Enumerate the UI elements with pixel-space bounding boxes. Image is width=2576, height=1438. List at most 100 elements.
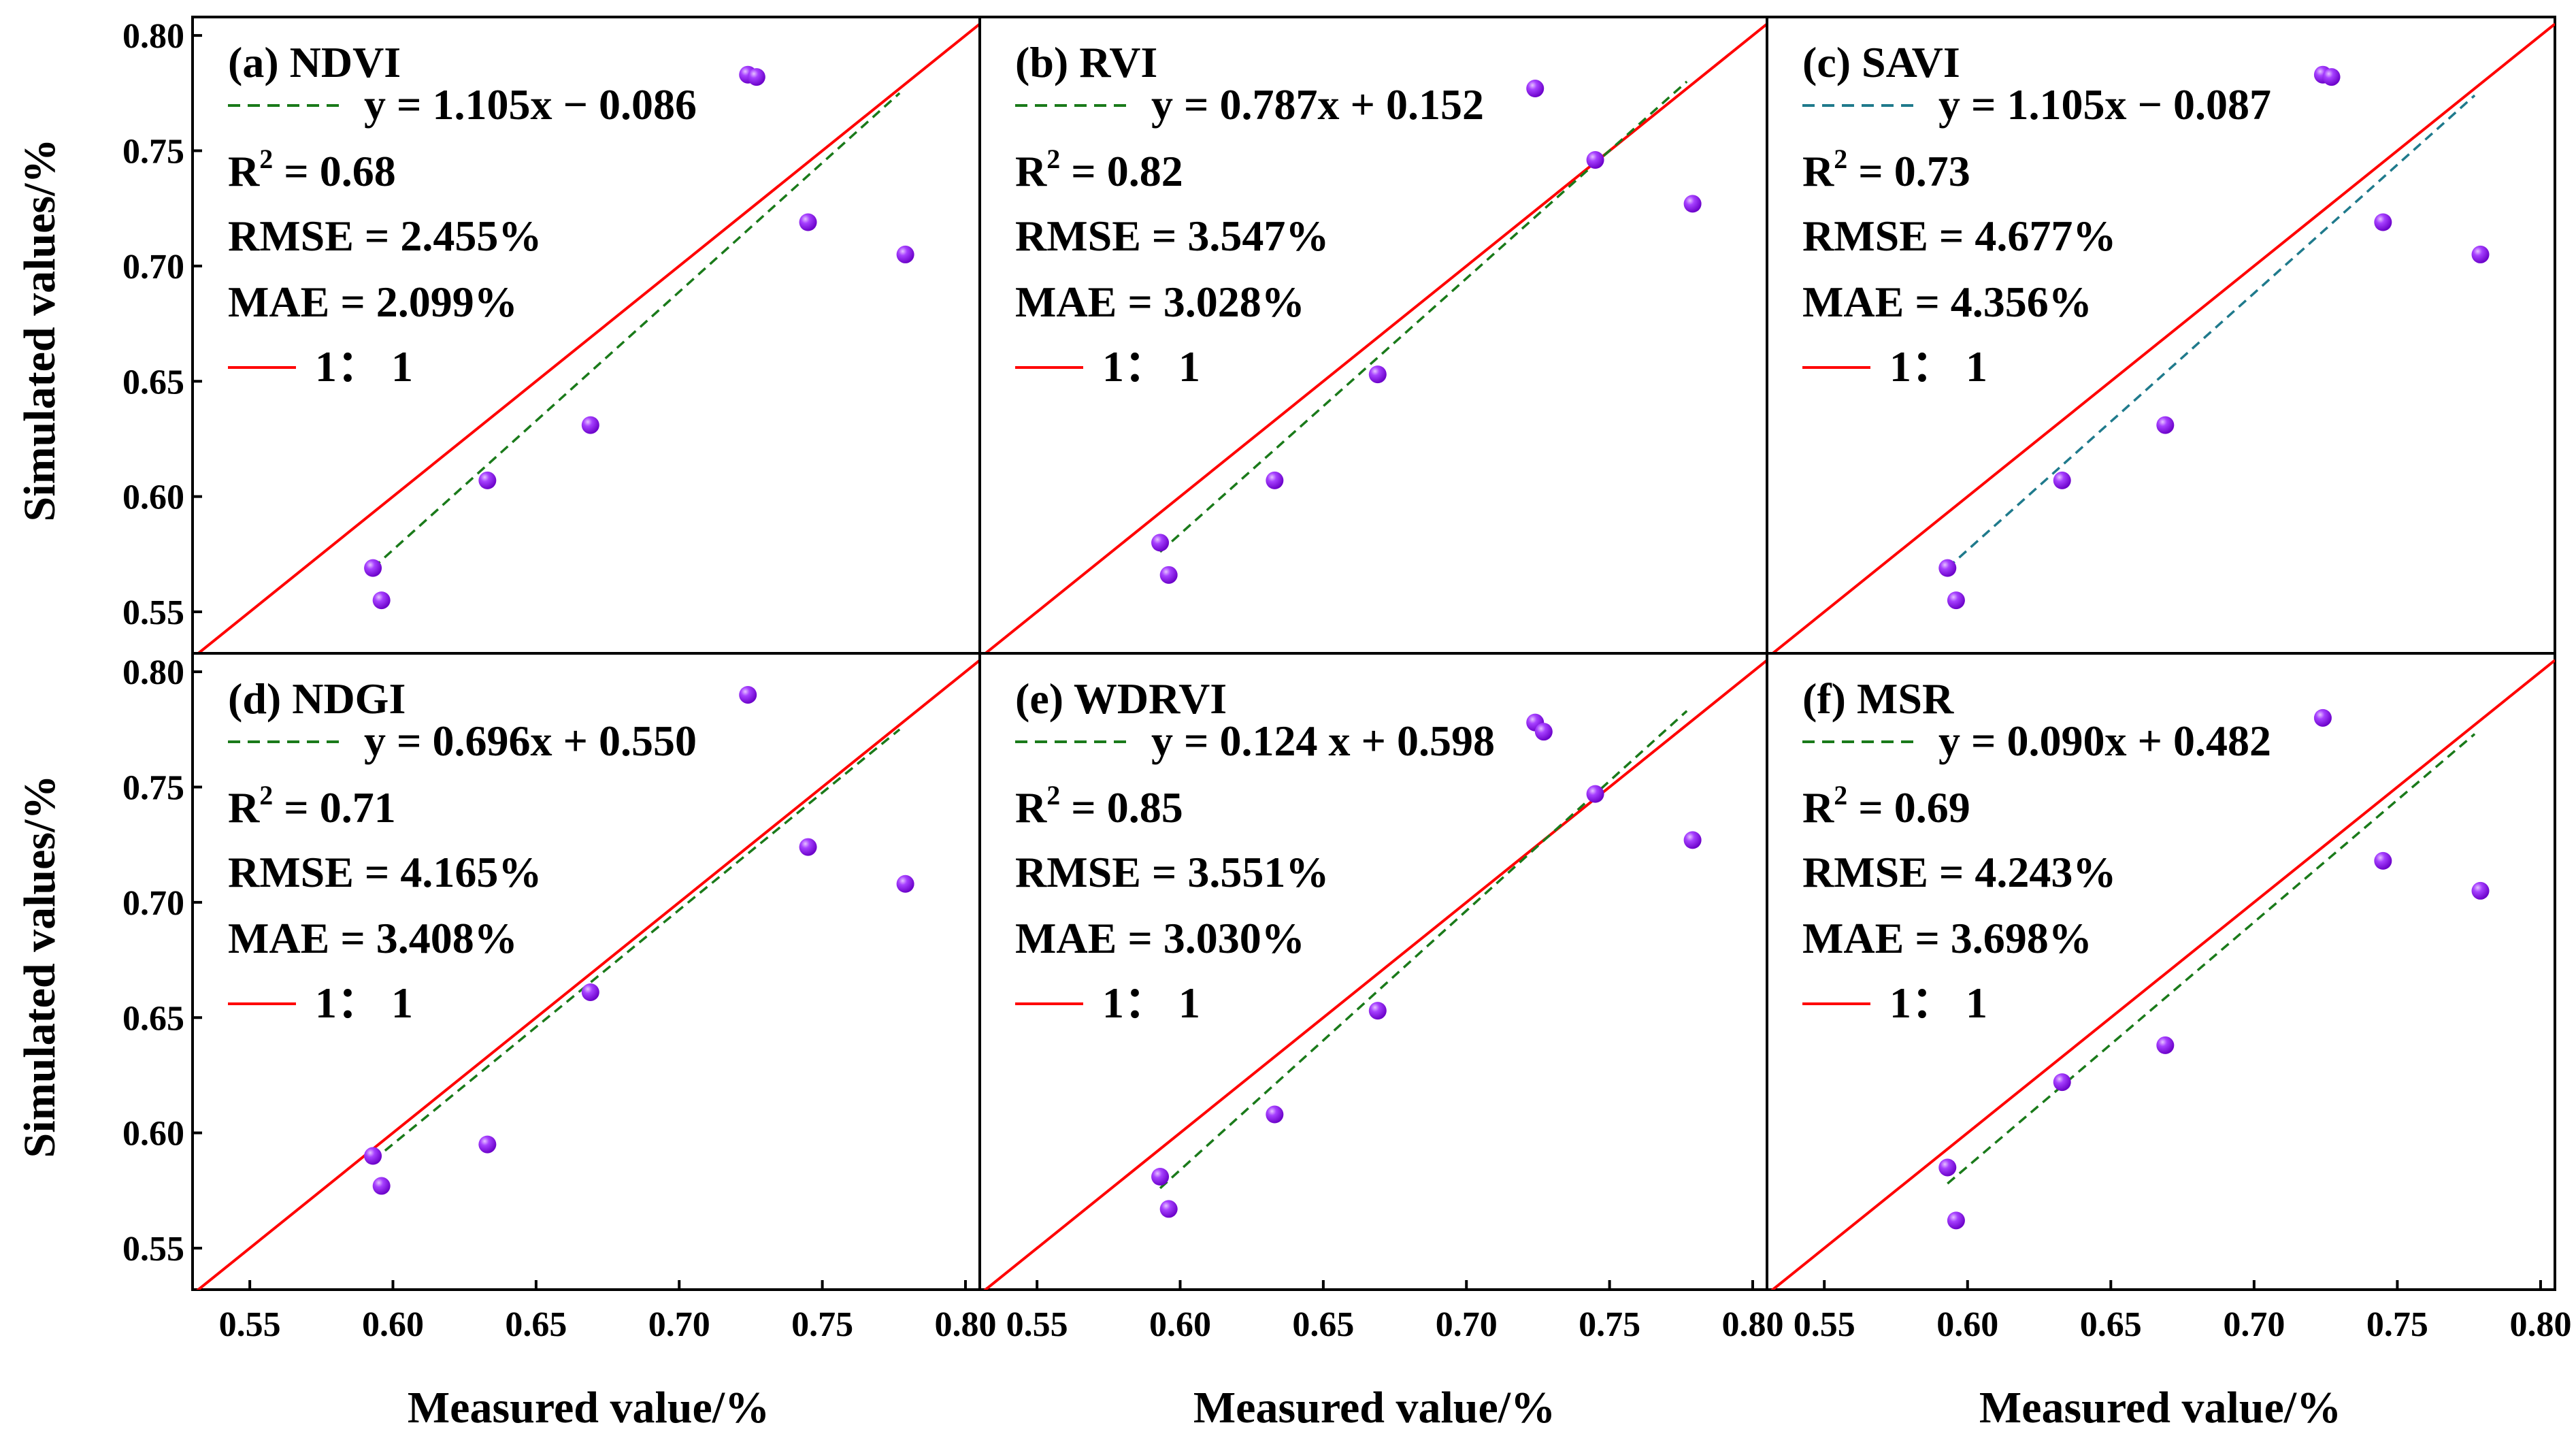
data-point (2156, 416, 2175, 434)
data-point (1266, 1105, 1284, 1124)
data-point (747, 68, 765, 86)
x-tick-label: 0.70 (648, 1305, 710, 1344)
data-point (581, 983, 599, 1001)
mae-value: MAE = 3.698% (1802, 914, 2092, 962)
rmse-value: RMSE = 4.243% (1802, 848, 2116, 896)
fit-line (371, 92, 901, 569)
x-tick-label: 0.80 (1721, 1305, 1783, 1344)
data-point (1947, 591, 1965, 610)
panel-title: (d) NDGI (228, 674, 406, 723)
x-axis-label-1: Measured value/% (408, 1383, 770, 1433)
data-point (1938, 1158, 1957, 1177)
y-tick-label: 0.70 (122, 884, 184, 923)
y-tick-label: 0.75 (122, 768, 184, 807)
data-point (799, 213, 817, 231)
x-tick-label: 0.60 (1936, 1305, 1998, 1344)
r-squared: R2 = 0.73 (1802, 144, 1970, 195)
x-tick-label: 0.80 (934, 1305, 996, 1344)
data-point (1151, 534, 1170, 552)
data-point (1368, 1002, 1387, 1020)
one-to-one-line (196, 659, 980, 1290)
ref-legend-label: 1： 1 (315, 342, 413, 391)
y-tick-label: 0.65 (122, 999, 184, 1038)
y-tick-label: 0.60 (122, 1115, 184, 1154)
r-squared: R2 = 0.71 (228, 780, 396, 832)
x-tick-label: 0.55 (219, 1305, 281, 1344)
fit-line (1947, 94, 2476, 569)
fit-equation: y = 0.090x + 0.482 (1938, 717, 2271, 765)
fit-equation: y = 0.787x + 0.152 (1151, 80, 1484, 129)
data-point (1683, 831, 1702, 849)
plot-frame (1766, 652, 2556, 1291)
one-to-one-line (983, 659, 1767, 1290)
fit-line (1159, 710, 1688, 1190)
y-tick-label: 0.55 (122, 593, 184, 632)
rmse-value: RMSE = 3.551% (1015, 848, 1329, 896)
r-squared: R2 = 0.82 (1015, 144, 1183, 195)
data-point (1526, 80, 1545, 98)
data-point (581, 416, 599, 434)
data-point (1586, 785, 1604, 803)
x-tick-label: 0.65 (1292, 1305, 1354, 1344)
y-tick-label: 0.70 (122, 248, 184, 287)
one-to-one-line (1770, 659, 2555, 1290)
x-tick-label: 0.70 (1436, 1305, 1498, 1344)
one-to-one-line (1770, 22, 2555, 653)
data-point (1534, 723, 1553, 741)
mae-value: MAE = 2.099% (228, 278, 518, 326)
x-tick-label: 0.60 (1149, 1305, 1211, 1344)
data-point (372, 591, 391, 610)
data-point (1368, 365, 1387, 384)
panel-4: 0.55 0.55 0.60 0.60 0.65 0.65 0.70 0.70 0.75 0.75… (122, 652, 996, 1344)
x-tick-label: 0.55 (1006, 1305, 1068, 1344)
r-squared: R2 = 0.69 (1802, 780, 1970, 832)
x-tick-label: 0.55 (1794, 1305, 1855, 1344)
data-point (2471, 245, 2490, 263)
panel-title: (a) NDVI (228, 38, 401, 86)
x-tick-label: 0.65 (2080, 1305, 2142, 1344)
data-point (2053, 471, 2071, 489)
data-point (1947, 1211, 1965, 1230)
data-point (2156, 1036, 2175, 1054)
y-axis-label-bottom: Simulated values/% (15, 775, 65, 1158)
x-tick-label: 0.75 (1579, 1305, 1640, 1344)
data-point (2322, 68, 2341, 86)
fit-line (1947, 733, 2476, 1185)
data-point (1266, 471, 1284, 489)
x-tick-label: 0.75 (2366, 1305, 2428, 1344)
data-point (2374, 213, 2392, 231)
fit-equation: y = 1.105x − 0.087 (1938, 80, 2271, 129)
one-to-one-line (196, 22, 980, 653)
data-point (1151, 1168, 1170, 1186)
mae-value: MAE = 4.356% (1802, 278, 2092, 326)
rmse-value: RMSE = 4.677% (1802, 212, 2116, 260)
data-point (739, 685, 757, 704)
y-tick-label: 0.60 (122, 478, 184, 517)
r-squared: R2 = 0.85 (1015, 780, 1183, 832)
y-tick-label: 0.80 (122, 653, 184, 692)
data-point (1586, 151, 1604, 169)
r-squared: R2 = 0.68 (228, 144, 396, 195)
y-axis-label-top: Simulated values/% (15, 139, 65, 522)
x-tick-label: 0.60 (362, 1305, 424, 1344)
fit-equation: y = 0.696x + 0.550 (364, 717, 697, 765)
mae-value: MAE = 3.030% (1015, 914, 1305, 962)
data-point (1159, 566, 1178, 584)
x-tick-label: 0.75 (791, 1305, 853, 1344)
rmse-value: RMSE = 3.547% (1015, 212, 1329, 260)
panel-title: (f) MSR (1802, 674, 1954, 723)
data-point (1683, 195, 1702, 213)
fit-line (371, 728, 901, 1162)
ref-legend-label: 1： 1 (1102, 342, 1200, 391)
fit-equation: y = 0.124 x + 0.598 (1151, 717, 1495, 765)
y-tick-label: 0.75 (122, 132, 184, 171)
data-point (2053, 1073, 2071, 1092)
data-point (896, 245, 914, 263)
y-tick-label: 0.80 (122, 17, 184, 56)
fit-equation: y = 1.105x − 0.086 (364, 80, 697, 129)
